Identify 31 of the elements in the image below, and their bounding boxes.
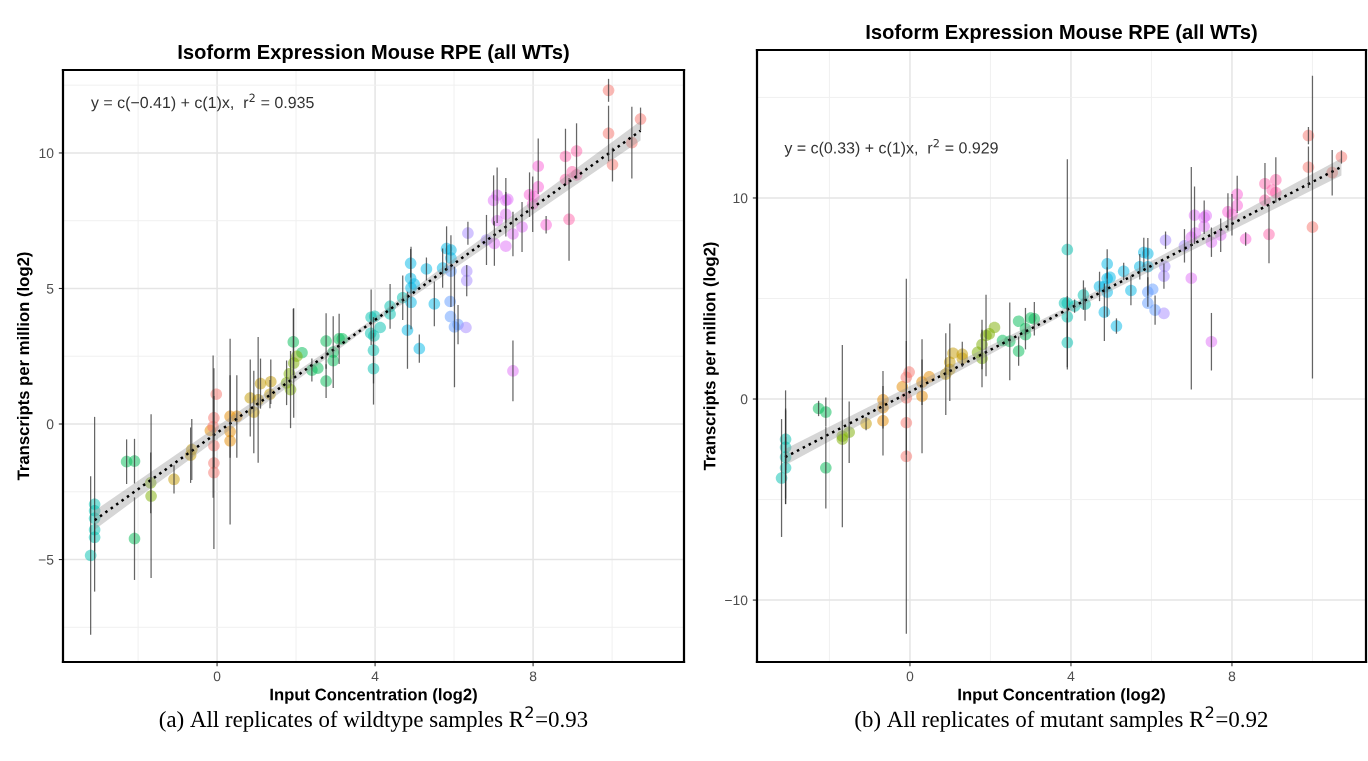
x-axis-title: Input Concentration (log2)	[270, 688, 477, 704]
text: (b) All replicates of mutant samples R$^{2}$=0.92	[855, 706, 1268, 732]
point	[1012, 315, 1025, 328]
annotation: y = c(−0.41) + c(1)x, r$^{2}$ = 0.935	[90, 93, 314, 112]
chart-title: Isoform Expression Mouse RPE (all WTs)	[178, 44, 569, 64]
point	[1146, 283, 1159, 296]
x-axis-title: Input Concentration (log2)	[958, 688, 1165, 704]
y-tick-label: −10	[725, 595, 748, 606]
y-tick-label: 10	[733, 193, 748, 204]
x-tick-label: 0	[213, 671, 221, 682]
chart-title: Isoform Expression Mouse RPE (all WTs)	[866, 24, 1257, 44]
y-tick-label: 10	[39, 148, 54, 159]
y-tick-label: −5	[38, 555, 54, 565]
x-tick-label: 8	[529, 671, 537, 682]
y-tick-label: 5	[46, 283, 54, 294]
x-tick-label: 4	[1067, 671, 1075, 682]
y-axis-title: Transcripts per million (log2)	[16, 252, 33, 481]
point	[1158, 307, 1170, 320]
y-tick-label: 0	[46, 419, 54, 430]
point	[988, 321, 1001, 334]
point	[374, 321, 387, 334]
point	[460, 321, 472, 334]
x-tick-label: 8	[1228, 671, 1236, 682]
x-tick-label: 0	[906, 671, 914, 682]
text: (a) All replicates of wildtype samples R$^{2}$=0.93	[159, 706, 588, 732]
y-axis-title: Transcripts per million (log2)	[703, 242, 719, 471]
point	[291, 350, 303, 363]
y-tick-label: 0	[740, 394, 748, 405]
point	[500, 240, 512, 252]
x-tick-label: 4	[371, 671, 379, 682]
annotation: y = c(0.33) + c(1)x, r$^{2}$ = 0.929	[784, 138, 998, 157]
